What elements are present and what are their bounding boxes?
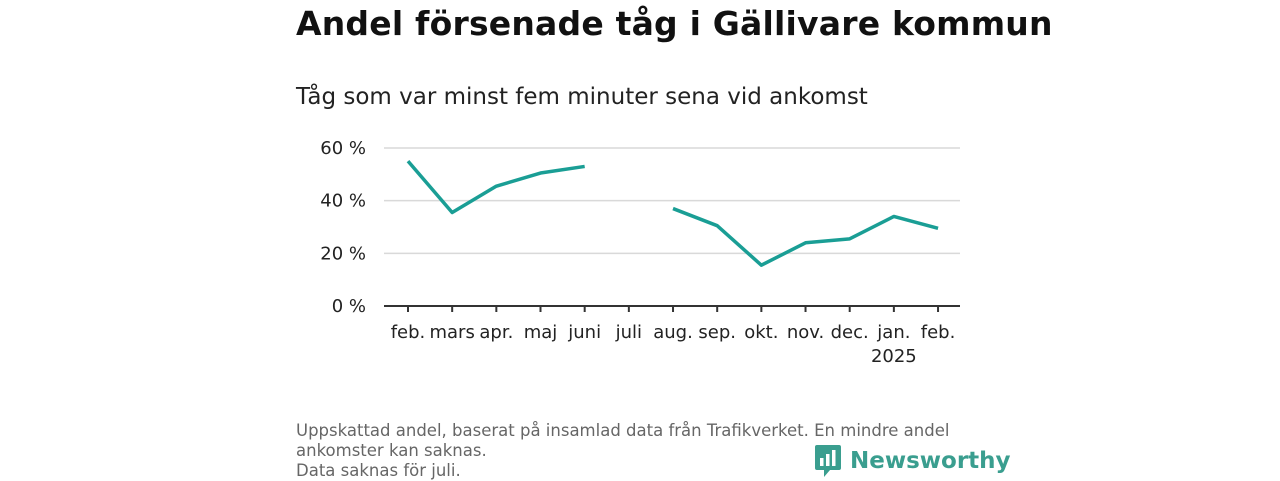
brand-logo: Newsworthy xyxy=(814,444,1011,478)
y-tick-label: 40 % xyxy=(320,191,366,212)
series-lines xyxy=(406,160,939,267)
brand-name: Newsworthy xyxy=(850,448,1011,474)
grid-lines xyxy=(384,147,960,255)
footnote-line-1: Uppskattad andel, baserat på insamlad da… xyxy=(296,421,950,440)
x-tick-label: apr. xyxy=(479,322,513,343)
footnote-line-3: Data saknas för juli. xyxy=(296,461,461,480)
x-tick-label: juli xyxy=(615,322,642,343)
x-tick-label: feb. xyxy=(391,322,426,343)
x-tick-label: feb. xyxy=(921,322,956,343)
footnote: Uppskattad andel, baserat på insamlad da… xyxy=(296,421,996,481)
x-tick-label: juni xyxy=(567,322,601,343)
x-tick-label: nov. xyxy=(787,322,824,343)
x-tick-label: dec. xyxy=(831,322,869,343)
footnote-line-2: ankomster kan saknas. xyxy=(296,441,487,460)
y-tick-label: 20 % xyxy=(320,243,366,264)
x-year-label: 2025 xyxy=(871,346,917,367)
x-axis-ticks: feb. mars apr. maj juni juli aug. sep. okt. nov. d… xyxy=(391,306,956,367)
y-tick-label: 60 % xyxy=(320,138,366,159)
y-tick-label: 0 % xyxy=(332,296,366,317)
newsworthy-logo-icon xyxy=(815,445,841,477)
x-tick-label: okt. xyxy=(744,322,778,343)
x-tick-label: sep. xyxy=(698,322,736,343)
x-tick-label: aug. xyxy=(653,322,693,343)
y-axis-ticks: 0 % 20 % 40 % 60 % xyxy=(320,138,366,317)
x-tick-label: jan. xyxy=(876,322,910,343)
series-line-segment xyxy=(672,206,939,267)
x-tick-label: mars xyxy=(429,322,474,343)
x-tick-label: maj xyxy=(524,322,558,343)
series-line-segment xyxy=(406,160,585,215)
chart-title: Andel försenade tåg i Gällivare kommun xyxy=(296,4,1053,43)
chart-subtitle: Tåg som var minst fem minuter sena vid a… xyxy=(296,84,868,110)
